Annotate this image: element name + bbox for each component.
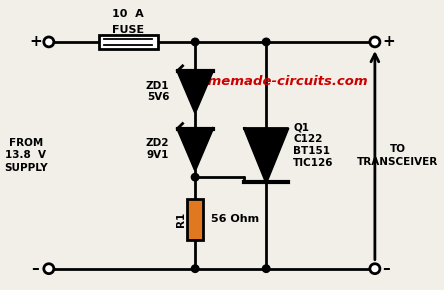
Circle shape	[191, 38, 199, 46]
Text: ZD2
9V1: ZD2 9V1	[146, 138, 169, 160]
Circle shape	[262, 38, 270, 46]
Text: FUSE: FUSE	[112, 24, 144, 35]
Bar	[99, 35, 158, 49]
Circle shape	[191, 173, 199, 181]
Circle shape	[191, 265, 199, 272]
Text: 10  A: 10 A	[112, 9, 144, 19]
Text: TO
TRANSCEIVER: TO TRANSCEIVER	[357, 144, 439, 166]
Polygon shape	[178, 71, 213, 112]
Text: homemade-circuits.com: homemade-circuits.com	[190, 75, 368, 88]
Circle shape	[370, 264, 380, 274]
Text: ZD1
5V6: ZD1 5V6	[146, 81, 169, 102]
Text: Q1
C122
BT151
TIC126: Q1 C122 BT151 TIC126	[293, 122, 334, 168]
Text: FROM
13.8  V
SUPPLY: FROM 13.8 V SUPPLY	[4, 138, 48, 173]
Text: –: –	[382, 261, 390, 276]
Circle shape	[44, 264, 54, 274]
Circle shape	[370, 37, 380, 47]
Text: –: –	[32, 261, 40, 276]
Bar	[187, 199, 203, 240]
Circle shape	[262, 265, 270, 272]
Text: +: +	[382, 35, 395, 49]
Text: 56 Ohm: 56 Ohm	[211, 214, 259, 224]
Text: +: +	[29, 35, 42, 49]
Polygon shape	[178, 128, 213, 170]
Text: R1: R1	[175, 212, 186, 227]
Circle shape	[44, 37, 54, 47]
Polygon shape	[245, 128, 288, 182]
